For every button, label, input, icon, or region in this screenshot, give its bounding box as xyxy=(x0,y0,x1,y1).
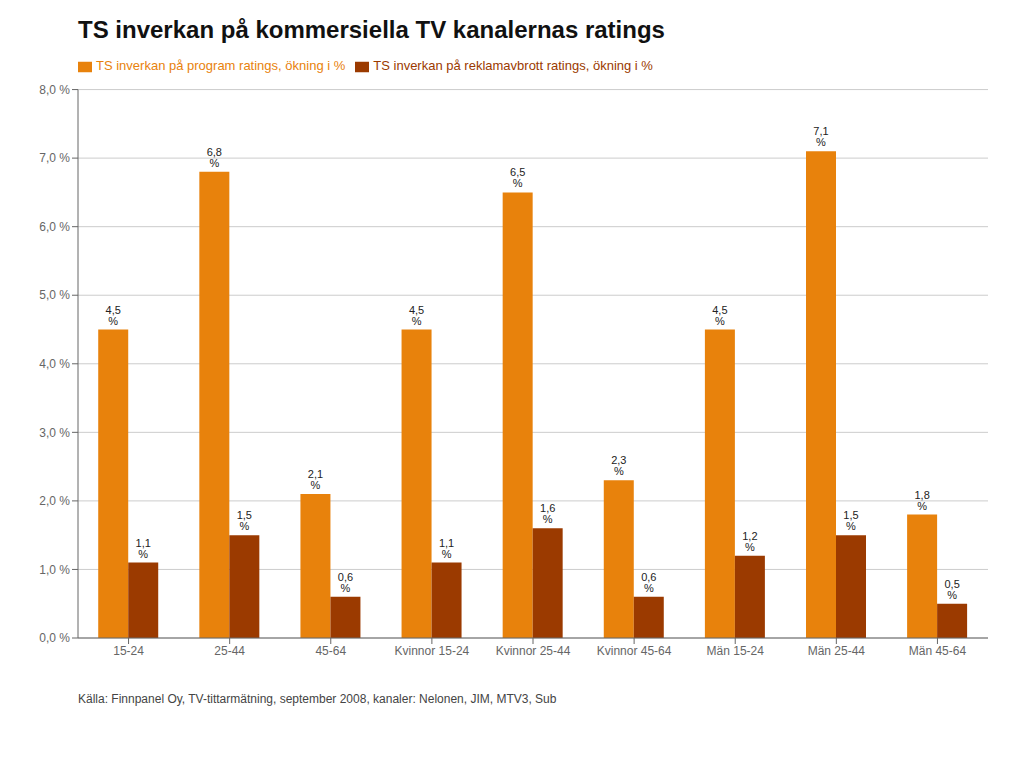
svg-text:1,8%: 1,8% xyxy=(914,489,929,512)
svg-text:0,6%: 0,6% xyxy=(338,571,353,594)
svg-text:4,5%: 4,5% xyxy=(409,304,424,327)
svg-text:4,5%: 4,5% xyxy=(712,304,727,327)
svg-text:0,6%: 0,6% xyxy=(641,571,656,594)
svg-text:4,0 %: 4,0 % xyxy=(39,357,70,371)
html-text:TS inverkan på kommersiella TV: TS inverkan på kommersiella TV kanalerna… xyxy=(78,16,665,43)
svg-text:1,0 %: 1,0 % xyxy=(39,563,70,577)
svg-text:Män 25-44: Män 25-44 xyxy=(808,644,866,658)
svg-text:1,6%: 1,6% xyxy=(540,502,555,525)
svg-text:6,8%: 6,8% xyxy=(207,146,222,169)
svg-text:2,3%: 2,3% xyxy=(611,454,626,477)
svg-text:8,0 %: 8,0 % xyxy=(39,83,70,97)
svg-text:0,5%: 0,5% xyxy=(944,578,959,601)
svg-text:45-64: 45-64 xyxy=(315,644,346,658)
html-text:TS inverkan på program ratings: TS inverkan på program ratings, ökning i… xyxy=(96,58,346,73)
svg-text:Män 45-64: Män 45-64 xyxy=(909,644,967,658)
html-text:Källa: Finnpanel Oy, TV-tittar: Källa: Finnpanel Oy, TV-tittarmätning, s… xyxy=(78,692,557,706)
svg-text:1,1%: 1,1% xyxy=(136,537,151,560)
svg-text:Kvinnor 45-64: Kvinnor 45-64 xyxy=(597,644,672,658)
svg-text:1,5%: 1,5% xyxy=(237,509,252,532)
svg-text:15-24: 15-24 xyxy=(113,644,144,658)
svg-text:7,1%: 7,1% xyxy=(813,125,828,148)
svg-text:Kvinnor 15-24: Kvinnor 15-24 xyxy=(395,644,470,658)
svg-text:Män 15-24: Män 15-24 xyxy=(707,644,765,658)
html-text:TS inverkan på reklamavbrott r: TS inverkan på reklamavbrott ratings, ök… xyxy=(373,58,653,73)
svg-text:6,0 %: 6,0 % xyxy=(39,220,70,234)
svg-text:0,0 %: 0,0 % xyxy=(39,631,70,645)
svg-text:1,1%: 1,1% xyxy=(439,537,454,560)
svg-text:7,0 %: 7,0 % xyxy=(39,151,70,165)
svg-text:1,2%: 1,2% xyxy=(742,530,757,553)
svg-text:4,5%: 4,5% xyxy=(106,304,121,327)
svg-text:3,0 %: 3,0 % xyxy=(39,426,70,440)
svg-text:6,5%: 6,5% xyxy=(510,166,525,189)
svg-text:Kvinnor 25-44: Kvinnor 25-44 xyxy=(496,644,571,658)
svg-text:2,1%: 2,1% xyxy=(308,468,323,491)
svg-text:1,5%: 1,5% xyxy=(843,509,858,532)
svg-text:2,0 %: 2,0 % xyxy=(39,494,70,508)
svg-text:5,0 %: 5,0 % xyxy=(39,288,70,302)
svg-text:25-44: 25-44 xyxy=(214,644,245,658)
